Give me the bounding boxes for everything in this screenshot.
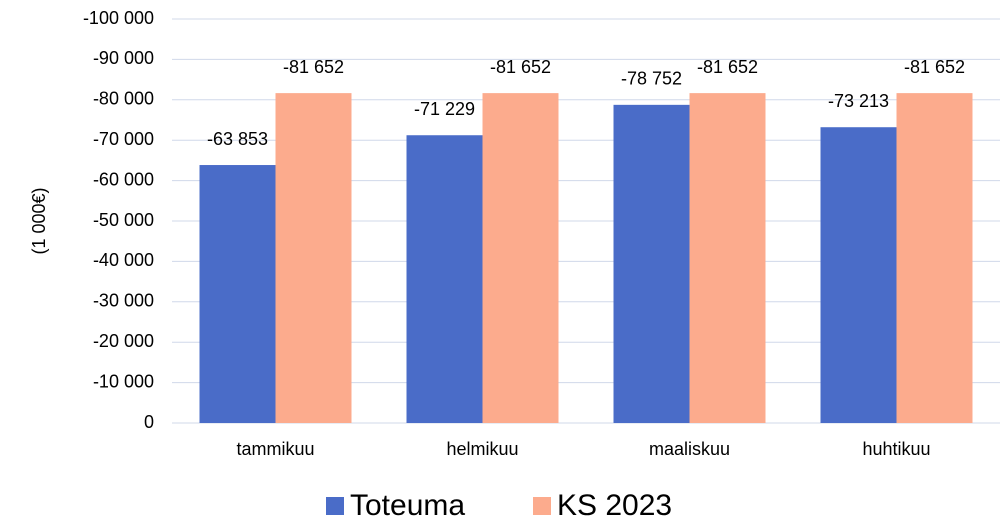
bar [406, 135, 483, 423]
x-tick-label: maaliskuu [649, 439, 730, 459]
x-tick-label: helmikuu [446, 439, 518, 459]
x-tick-label: huhtikuu [862, 439, 930, 459]
legend-swatch [533, 497, 551, 515]
x-tick-label: tammikuu [236, 439, 314, 459]
y-tick-label: -20 000 [93, 331, 154, 351]
y-tick-label: -60 000 [93, 169, 154, 189]
bar [820, 127, 897, 423]
bar [613, 104, 690, 423]
legend-swatch [326, 497, 344, 515]
y-tick-label: -50 000 [93, 210, 154, 230]
y-tick-label: -40 000 [93, 250, 154, 270]
y-tick-label: -10 000 [93, 371, 154, 391]
data-label: -81 652 [904, 57, 965, 77]
bar [275, 93, 352, 424]
data-label: -71 229 [414, 99, 475, 119]
y-tick-label: -100 000 [83, 8, 154, 28]
y-tick-label: -30 000 [93, 291, 154, 311]
data-label: -78 752 [621, 69, 682, 89]
data-label: -81 652 [490, 57, 551, 77]
y-axis-label: (1 000€) [29, 187, 49, 254]
bar [482, 93, 559, 424]
legend-label: Toteuma [350, 489, 465, 522]
y-tick-label: 0 [144, 412, 154, 432]
data-label: -63 853 [207, 129, 268, 149]
bar [896, 93, 973, 424]
data-label: -81 652 [697, 57, 758, 77]
legend-label: KS 2023 [557, 489, 672, 522]
bar [689, 93, 766, 424]
bar [199, 165, 276, 423]
y-tick-label: -80 000 [93, 89, 154, 109]
data-label: -73 213 [828, 91, 889, 111]
y-tick-label: -90 000 [93, 48, 154, 68]
y-tick-label: -70 000 [93, 129, 154, 149]
data-label: -81 652 [283, 57, 344, 77]
